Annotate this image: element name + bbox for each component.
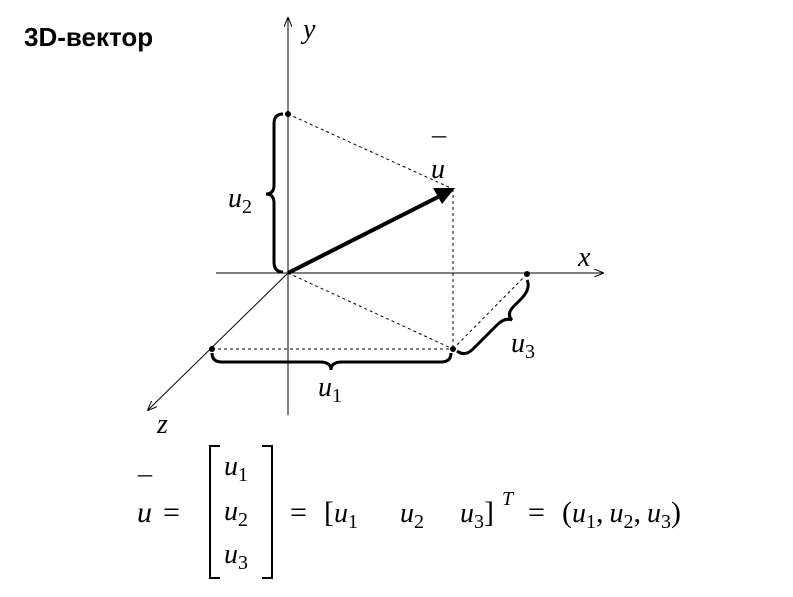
equation-lhs: u — [137, 496, 152, 529]
matrix-entry-3: u3 — [224, 539, 248, 574]
vector-u-bar: ¯ — [431, 134, 447, 165]
z-axis — [148, 272, 289, 410]
equation-lhs-bar: ¯ — [137, 473, 153, 504]
transpose-mark: T — [502, 488, 515, 510]
vector-u-arrowhead — [433, 188, 455, 204]
equation-eq-1: = — [163, 496, 180, 529]
matrix-right-bracket — [262, 445, 273, 579]
vector-equation: ¯ u = u1 u2 u3 = [u1 u2 u3] T = (u1, u2, u… — [137, 445, 681, 579]
row-vector-u3: u3] — [460, 496, 494, 533]
u2-label: u2 — [228, 183, 252, 218]
matrix-entry-2: u2 — [224, 496, 248, 531]
u3-brace — [456, 279, 530, 356]
equation-eq-3: = — [528, 496, 545, 529]
projection-lines — [212, 113, 528, 350]
u1-brace — [210, 352, 453, 371]
vector-u-label: u — [431, 154, 445, 185]
y-axis-label: y — [300, 14, 316, 45]
matrix-entry-1: u1 — [224, 451, 248, 486]
u3-point — [524, 271, 530, 277]
u2-brace — [265, 112, 284, 274]
u1-label: u1 — [318, 372, 342, 407]
row-vector-u2: u2 — [400, 498, 424, 533]
u1-point — [209, 346, 215, 352]
row-vector: [u1 — [324, 496, 358, 533]
vector-u-shaft — [287, 194, 441, 275]
z-axis-label: z — [156, 409, 168, 440]
equation-eq-2: = — [290, 496, 307, 529]
tuple: (u1, u2, u3) — [562, 496, 681, 533]
projection-point — [450, 346, 456, 352]
u3-label: u3 — [511, 328, 535, 363]
matrix-left-bracket — [209, 445, 220, 579]
x-axis-label: x — [577, 242, 591, 273]
page-title: 3D-вектор — [24, 22, 154, 52]
u2-point — [285, 111, 291, 117]
